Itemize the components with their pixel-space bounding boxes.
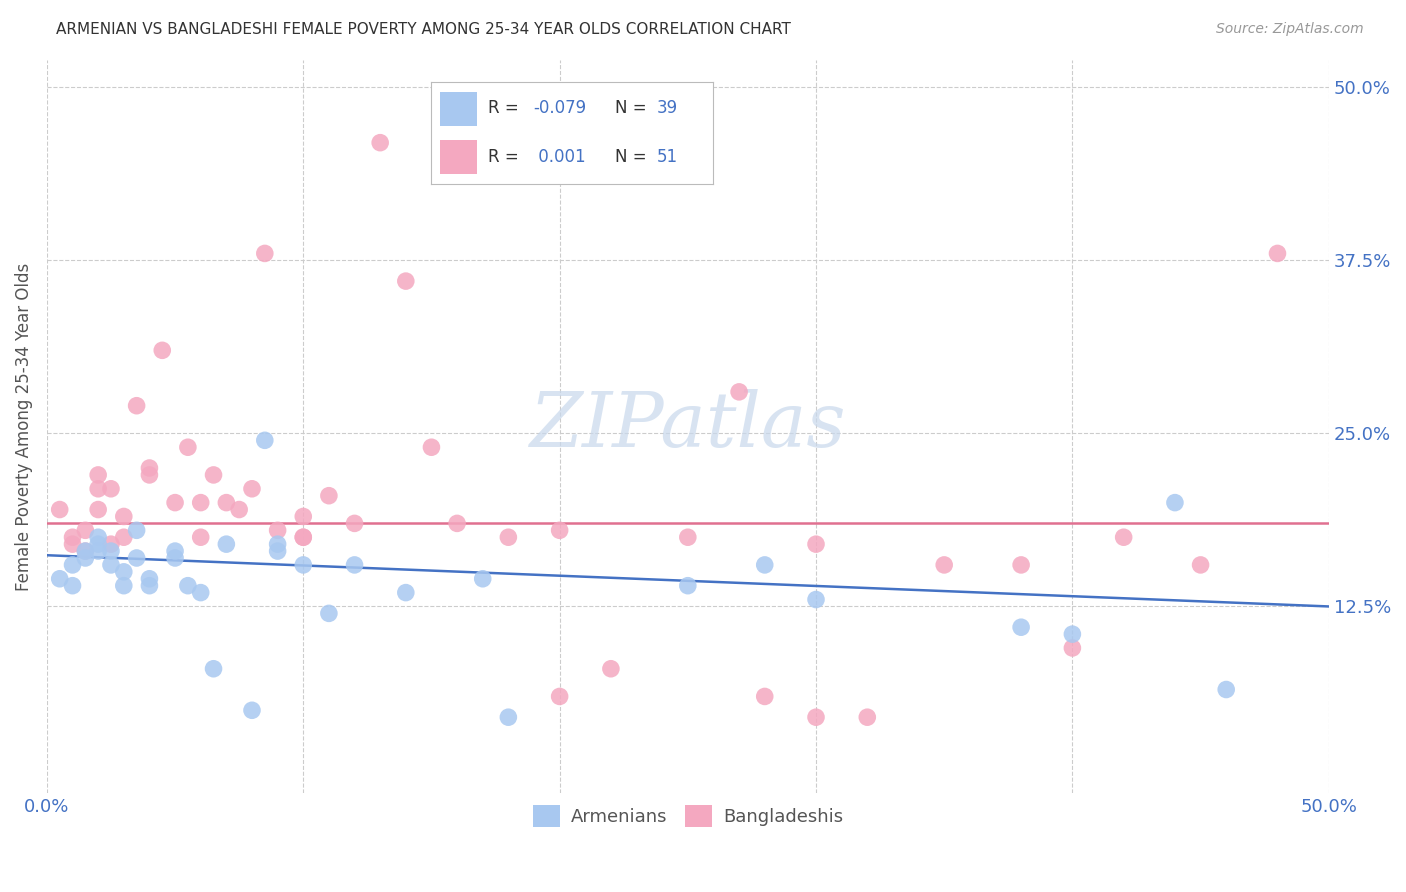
Point [165,495,187,509]
Point [112,565,135,579]
Legend: Armenians, Bangladeshis: Armenians, Bangladeshis [523,796,852,836]
Point [215,537,238,551]
Point [318,607,340,621]
Point [266,537,288,551]
Point [676,530,699,544]
Point [112,530,135,544]
Point [446,516,468,531]
Y-axis label: Female Poverty Among 25-34 Year Olds: Female Poverty Among 25-34 Year Olds [15,262,32,591]
Point [266,544,288,558]
Point [600,662,623,676]
Point [177,440,200,454]
Point [62,558,84,572]
Point [548,690,571,704]
Point [343,516,366,531]
Point [138,572,160,586]
Point [150,343,173,358]
Point [165,544,187,558]
Point [125,524,148,538]
Point [471,572,494,586]
Point [253,434,276,448]
Point [100,544,122,558]
Point [368,136,391,150]
Point [343,558,366,572]
Point [112,579,135,593]
Point [62,530,84,544]
Point [420,440,443,454]
Point [856,710,879,724]
Point [100,558,122,572]
Point [253,246,276,260]
Point [87,502,110,516]
Point [228,502,250,516]
Point [62,537,84,551]
Point [190,530,212,544]
Point [87,544,110,558]
Point [138,461,160,475]
Point [1010,558,1032,572]
Point [266,524,288,538]
Point [48,572,70,586]
Point [215,495,238,509]
Point [87,530,110,544]
Point [62,579,84,593]
Text: Source: ZipAtlas.com: Source: ZipAtlas.com [1216,22,1364,37]
Point [395,585,418,599]
Point [165,551,187,566]
Point [75,544,97,558]
Point [177,579,200,593]
Point [395,274,418,288]
Point [676,579,699,593]
Point [1112,530,1135,544]
Point [75,551,97,566]
Point [190,495,212,509]
Point [804,710,827,724]
Point [87,467,110,482]
Point [100,537,122,551]
Point [240,703,263,717]
Point [87,482,110,496]
Point [75,544,97,558]
Point [318,489,340,503]
Point [754,690,776,704]
Point [498,710,520,724]
Point [112,509,135,524]
Point [1215,682,1237,697]
Point [804,592,827,607]
Point [804,537,827,551]
Point [754,558,776,572]
Point [1189,558,1212,572]
Point [1062,640,1084,655]
Point [75,524,97,538]
Point [934,558,956,572]
Point [292,558,315,572]
Point [240,482,263,496]
Point [1062,627,1084,641]
Point [202,662,225,676]
Point [202,467,225,482]
Point [728,384,751,399]
Point [548,524,571,538]
Point [87,537,110,551]
Point [138,467,160,482]
Point [138,579,160,593]
Point [48,502,70,516]
Point [292,530,315,544]
Point [125,551,148,566]
Point [292,530,315,544]
Text: ZIPatlas: ZIPatlas [530,390,846,464]
Point [1010,620,1032,634]
Point [1267,246,1289,260]
Point [190,585,212,599]
Point [1164,495,1187,509]
Point [125,399,148,413]
Text: ARMENIAN VS BANGLADESHI FEMALE POVERTY AMONG 25-34 YEAR OLDS CORRELATION CHART: ARMENIAN VS BANGLADESHI FEMALE POVERTY A… [56,22,792,37]
Point [292,509,315,524]
Point [498,530,520,544]
Point [100,482,122,496]
